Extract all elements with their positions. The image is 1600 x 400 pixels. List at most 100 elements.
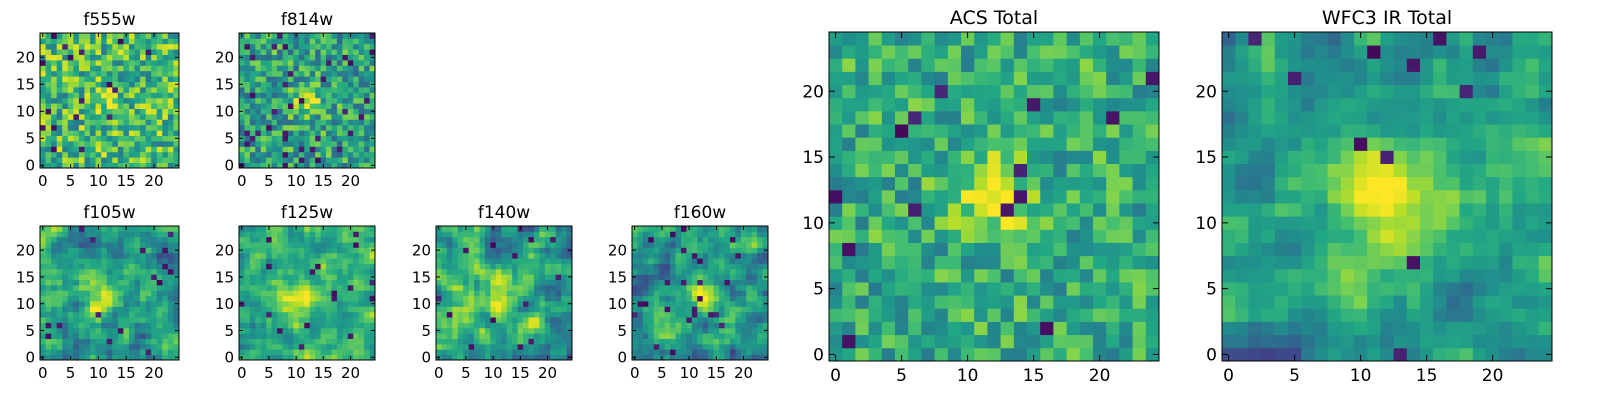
heatmap-cell xyxy=(855,32,869,46)
heatmap-cell xyxy=(45,236,52,243)
heatmap-cell xyxy=(277,354,283,361)
heatmap-cell xyxy=(336,317,343,323)
heatmap-cell xyxy=(123,322,130,329)
heatmap-cell xyxy=(1235,203,1249,217)
heatmap-cell xyxy=(145,354,152,361)
heatmap-cell xyxy=(463,268,470,275)
heatmap-cell xyxy=(106,162,113,169)
heatmap-cell xyxy=(145,311,152,318)
heatmap-cell xyxy=(336,242,343,248)
heatmap-cell xyxy=(347,279,354,286)
heatmap-cell xyxy=(842,97,856,112)
heatmap-cell xyxy=(336,354,343,361)
heatmap-cell xyxy=(1327,203,1342,217)
heatmap-cell xyxy=(249,124,256,131)
heatmap-cell xyxy=(78,33,85,39)
heatmap-cell xyxy=(336,70,343,77)
heatmap-cell xyxy=(702,333,709,339)
heatmap-cell xyxy=(358,146,365,153)
heatmap-cell xyxy=(1314,347,1328,362)
heatmap-cell xyxy=(239,306,245,313)
heatmap-cell xyxy=(123,343,130,350)
heatmap-cell xyxy=(277,146,283,153)
heatmap-cell xyxy=(724,343,731,350)
heatmap-cell xyxy=(868,150,883,164)
heatmap-cell xyxy=(468,354,475,361)
heatmap-cell xyxy=(659,236,666,243)
heatmap-cell xyxy=(112,263,119,270)
heatmap-cell xyxy=(156,65,163,72)
heatmap-cell xyxy=(353,146,360,153)
heatmap-cell xyxy=(648,354,655,361)
heatmap-cell xyxy=(757,258,763,264)
heatmap-cell xyxy=(173,60,180,66)
heatmap-cell xyxy=(724,236,731,243)
heatmap-cell xyxy=(1512,189,1526,204)
heatmap-cell xyxy=(239,290,245,297)
heatmap-cell xyxy=(282,231,289,238)
heatmap-cell xyxy=(691,317,698,323)
heatmap-cell xyxy=(90,70,96,77)
heatmap-cell xyxy=(62,135,69,142)
heatmap-cell xyxy=(244,274,251,280)
heatmap-cell xyxy=(162,87,169,93)
heatmap-cell xyxy=(56,124,63,131)
heatmap-cell xyxy=(271,306,278,313)
heatmap-cell xyxy=(1027,295,1041,309)
heatmap-cell xyxy=(287,162,294,169)
heatmap-cell xyxy=(112,301,119,307)
heatmap-cell xyxy=(62,274,69,280)
heatmap-cell xyxy=(708,268,714,275)
heatmap-cell xyxy=(686,322,693,329)
heatmap-cell xyxy=(1367,334,1381,349)
heatmap-cell xyxy=(501,311,508,318)
heatmap-cell xyxy=(56,301,63,307)
heatmap-cell xyxy=(1040,216,1054,230)
heatmap-cell xyxy=(1040,255,1054,270)
heatmap-cell xyxy=(642,279,649,286)
heatmap-cell xyxy=(648,274,655,280)
heatmap-cell xyxy=(364,54,370,61)
heatmap-cell xyxy=(277,81,283,88)
heatmap-cell xyxy=(95,92,102,99)
heatmap-cell xyxy=(358,268,365,275)
heatmap-cell xyxy=(702,322,709,329)
heatmap-cell xyxy=(908,189,922,204)
heatmap-cell xyxy=(73,151,80,158)
heatmap-cell xyxy=(145,162,152,169)
heatmap-cell xyxy=(255,247,262,254)
heatmap-cell xyxy=(686,274,693,280)
heatmap-cell xyxy=(134,43,141,50)
heatmap-cell xyxy=(315,54,321,61)
heatmap-cell xyxy=(881,295,896,309)
heatmap-cell xyxy=(266,87,273,93)
heatmap-cell xyxy=(484,317,491,323)
heatmap-cell xyxy=(353,157,360,163)
heatmap-cell xyxy=(921,321,935,336)
heatmap-cell xyxy=(128,333,135,339)
heatmap-cell xyxy=(762,263,769,270)
heatmap-cell xyxy=(353,322,360,329)
heatmap-cell xyxy=(686,333,693,339)
heatmap-cell xyxy=(1000,321,1015,336)
heatmap-cell xyxy=(156,301,163,307)
heatmap-cell xyxy=(1132,347,1147,362)
heatmap-cell xyxy=(140,151,147,158)
heatmap-cell xyxy=(495,274,502,280)
heatmap-cell xyxy=(1235,189,1249,204)
heatmap-cell xyxy=(1261,176,1276,191)
heatmap-cell xyxy=(974,295,988,309)
heatmap-cell xyxy=(961,308,975,322)
heatmap-cell xyxy=(134,268,141,275)
heatmap-cell xyxy=(539,349,546,356)
heatmap-cell xyxy=(90,306,96,313)
heatmap-cell xyxy=(95,108,102,115)
heatmap-cell xyxy=(637,242,644,248)
heatmap-cell xyxy=(336,263,343,270)
heatmap-cell xyxy=(550,343,557,350)
heatmap-cell xyxy=(173,226,180,232)
heatmap-cell xyxy=(1446,189,1460,204)
heatmap-cell xyxy=(167,268,174,275)
heatmap-cell xyxy=(1013,295,1028,309)
heatmap-cell xyxy=(713,252,720,259)
